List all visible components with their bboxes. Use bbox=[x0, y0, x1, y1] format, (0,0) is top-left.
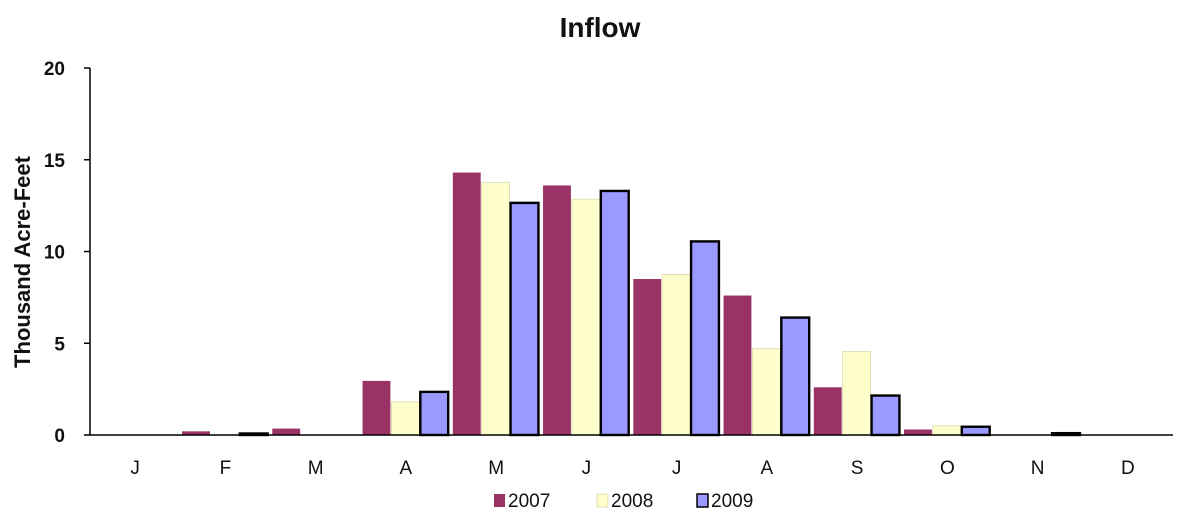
bar-2008-7 bbox=[661, 274, 691, 436]
x-tick-label: J bbox=[130, 458, 140, 479]
x-tick-label: M bbox=[488, 458, 504, 479]
legend-swatch bbox=[696, 493, 709, 508]
bar-2009-8 bbox=[780, 316, 811, 437]
y-tick-label: 0 bbox=[54, 426, 65, 447]
legend-label: 2009 bbox=[711, 491, 753, 512]
bar-2007-2 bbox=[182, 431, 210, 435]
bar-2008-10 bbox=[932, 425, 962, 436]
series-2007 bbox=[182, 172, 932, 435]
series-2009 bbox=[238, 189, 1082, 437]
bar-2007-3 bbox=[272, 428, 301, 435]
x-tick-label: F bbox=[220, 458, 232, 479]
bar-2007-5 bbox=[452, 172, 481, 435]
y-tick-label: 15 bbox=[44, 151, 66, 172]
x-tick-label: D bbox=[1121, 458, 1135, 479]
bar-2008-5 bbox=[481, 182, 510, 436]
bar-2007-6 bbox=[543, 185, 571, 435]
bar-2007-10 bbox=[904, 429, 932, 435]
x-tick-label: J bbox=[672, 458, 682, 479]
legend-swatch bbox=[596, 493, 609, 508]
chart-title: Inflow bbox=[560, 12, 641, 43]
bar-2009-7 bbox=[689, 240, 721, 437]
legend-swatch bbox=[494, 494, 505, 507]
x-tick-label: A bbox=[761, 458, 774, 479]
y-tick-label: 5 bbox=[54, 334, 65, 355]
bar-2009-4 bbox=[419, 390, 450, 437]
legend: 2007 2008 2009 bbox=[494, 491, 753, 512]
bar-2009-5 bbox=[509, 201, 540, 437]
x-tick-label: J bbox=[582, 458, 592, 479]
plot-area: 0 5 10 15 20 J F M A M J J A S O N D bbox=[44, 59, 1173, 479]
y-axis-label: Thousand Acre-Feet bbox=[10, 155, 35, 368]
bar-2007-4 bbox=[362, 380, 391, 435]
x-tick-label: N bbox=[1031, 458, 1045, 479]
bar-2008-4 bbox=[391, 401, 420, 436]
bar-2009-9 bbox=[870, 394, 901, 437]
bar-2007-8 bbox=[723, 295, 752, 435]
legend-item-2009: 2009 bbox=[696, 491, 753, 512]
x-tick-label: A bbox=[400, 458, 413, 479]
legend-item-2008: 2008 bbox=[596, 491, 653, 512]
x-tick-label: S bbox=[851, 458, 864, 479]
legend-label: 2008 bbox=[611, 491, 653, 512]
legend-item-2007: 2007 bbox=[494, 491, 550, 512]
bar-2008-8 bbox=[752, 348, 781, 436]
x-tick-label: O bbox=[940, 458, 955, 479]
legend-label: 2007 bbox=[508, 491, 550, 512]
bar-2008-9 bbox=[842, 351, 871, 436]
bar-2009-6 bbox=[599, 189, 630, 437]
bar-2009-10 bbox=[960, 425, 991, 437]
bar-2008-6 bbox=[571, 198, 601, 436]
bar-2007-7 bbox=[633, 279, 662, 435]
x-tick-label: M bbox=[308, 458, 324, 479]
y-tick-label: 10 bbox=[44, 243, 65, 264]
bar-2007-9 bbox=[813, 387, 842, 435]
y-tick-label: 20 bbox=[44, 59, 65, 80]
